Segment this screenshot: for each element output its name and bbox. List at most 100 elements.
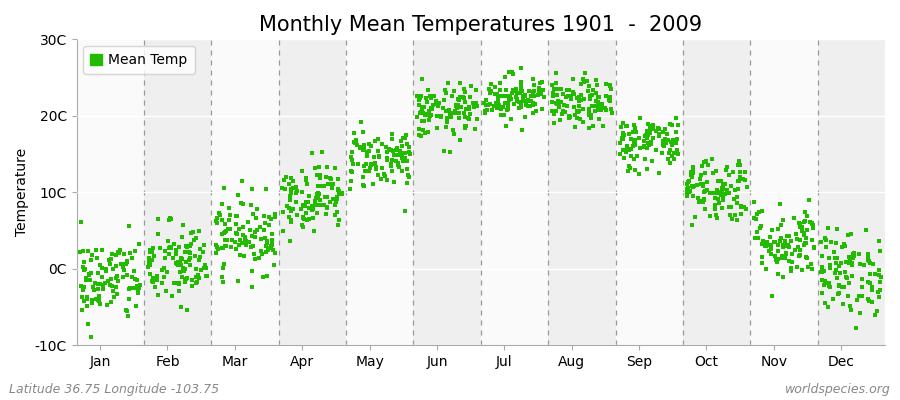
Point xyxy=(178,279,193,286)
Point xyxy=(802,197,816,203)
Point xyxy=(378,144,392,150)
Point xyxy=(662,147,677,154)
Point xyxy=(310,172,324,178)
Point xyxy=(232,242,247,248)
Point xyxy=(375,165,390,172)
Point xyxy=(491,96,505,102)
Point xyxy=(834,244,849,250)
Point xyxy=(255,250,269,257)
Point xyxy=(437,148,452,154)
Point xyxy=(692,176,706,182)
Point xyxy=(438,87,453,94)
Point xyxy=(526,88,541,94)
Point xyxy=(797,232,812,238)
Point xyxy=(669,114,683,121)
Point xyxy=(221,204,236,211)
Point xyxy=(628,138,643,145)
Point xyxy=(684,174,698,180)
Point xyxy=(123,250,138,256)
Point xyxy=(463,106,477,112)
Point xyxy=(197,242,211,248)
Point xyxy=(632,171,646,177)
Point xyxy=(641,120,655,127)
Point xyxy=(571,109,585,115)
Point xyxy=(331,188,346,194)
Point xyxy=(514,104,528,110)
Point xyxy=(652,131,666,138)
Point xyxy=(595,103,609,110)
Point xyxy=(174,255,188,262)
Point xyxy=(210,244,224,250)
Point xyxy=(630,153,644,159)
Point xyxy=(580,88,595,94)
Point xyxy=(698,205,713,212)
Point xyxy=(516,94,530,101)
Point xyxy=(75,307,89,314)
Point xyxy=(740,184,754,190)
Point xyxy=(805,221,819,227)
Point xyxy=(461,115,475,122)
Point xyxy=(716,186,731,192)
Point xyxy=(576,76,590,82)
Point xyxy=(380,177,394,183)
Point xyxy=(733,169,747,175)
Point xyxy=(660,130,674,137)
Point xyxy=(770,270,785,277)
Point xyxy=(584,115,598,121)
Point xyxy=(771,248,786,254)
Point xyxy=(250,227,265,233)
Point xyxy=(117,251,131,257)
Point xyxy=(376,171,391,177)
Point xyxy=(302,216,317,222)
Point xyxy=(127,285,141,291)
Point xyxy=(349,140,364,146)
Point xyxy=(554,98,568,105)
Point xyxy=(380,155,394,161)
Point xyxy=(430,124,445,131)
Point xyxy=(283,197,297,203)
Point xyxy=(313,197,328,204)
Point xyxy=(850,297,864,304)
Point xyxy=(166,241,181,248)
Point xyxy=(498,74,512,80)
Point xyxy=(416,126,430,133)
Point xyxy=(284,190,298,196)
Point xyxy=(845,260,859,266)
Point xyxy=(643,130,657,137)
Point xyxy=(699,187,714,194)
Point xyxy=(187,237,202,243)
Point xyxy=(604,86,618,92)
Point xyxy=(715,204,729,211)
Point xyxy=(266,238,280,245)
Point xyxy=(282,180,296,187)
Point xyxy=(778,255,792,262)
Point xyxy=(398,134,412,141)
Point xyxy=(483,89,498,96)
Point xyxy=(300,181,314,188)
Point xyxy=(208,241,222,248)
Point xyxy=(307,228,321,234)
Point xyxy=(328,212,342,218)
Point xyxy=(285,206,300,212)
Point xyxy=(821,304,835,310)
Point xyxy=(360,150,374,156)
Point xyxy=(591,104,606,110)
Point xyxy=(656,142,670,148)
Point xyxy=(123,285,138,291)
Point xyxy=(243,227,257,234)
Point xyxy=(185,277,200,283)
Point xyxy=(603,94,617,100)
Point xyxy=(683,188,698,194)
Point xyxy=(411,95,426,101)
Point xyxy=(191,272,205,278)
Point xyxy=(305,214,320,221)
Point xyxy=(501,106,516,112)
Point xyxy=(849,325,863,332)
Point xyxy=(590,107,605,113)
Point xyxy=(627,137,642,144)
Point xyxy=(649,147,663,154)
Point xyxy=(520,98,535,104)
Point xyxy=(419,94,434,101)
Point xyxy=(655,138,670,144)
Point xyxy=(667,150,681,156)
